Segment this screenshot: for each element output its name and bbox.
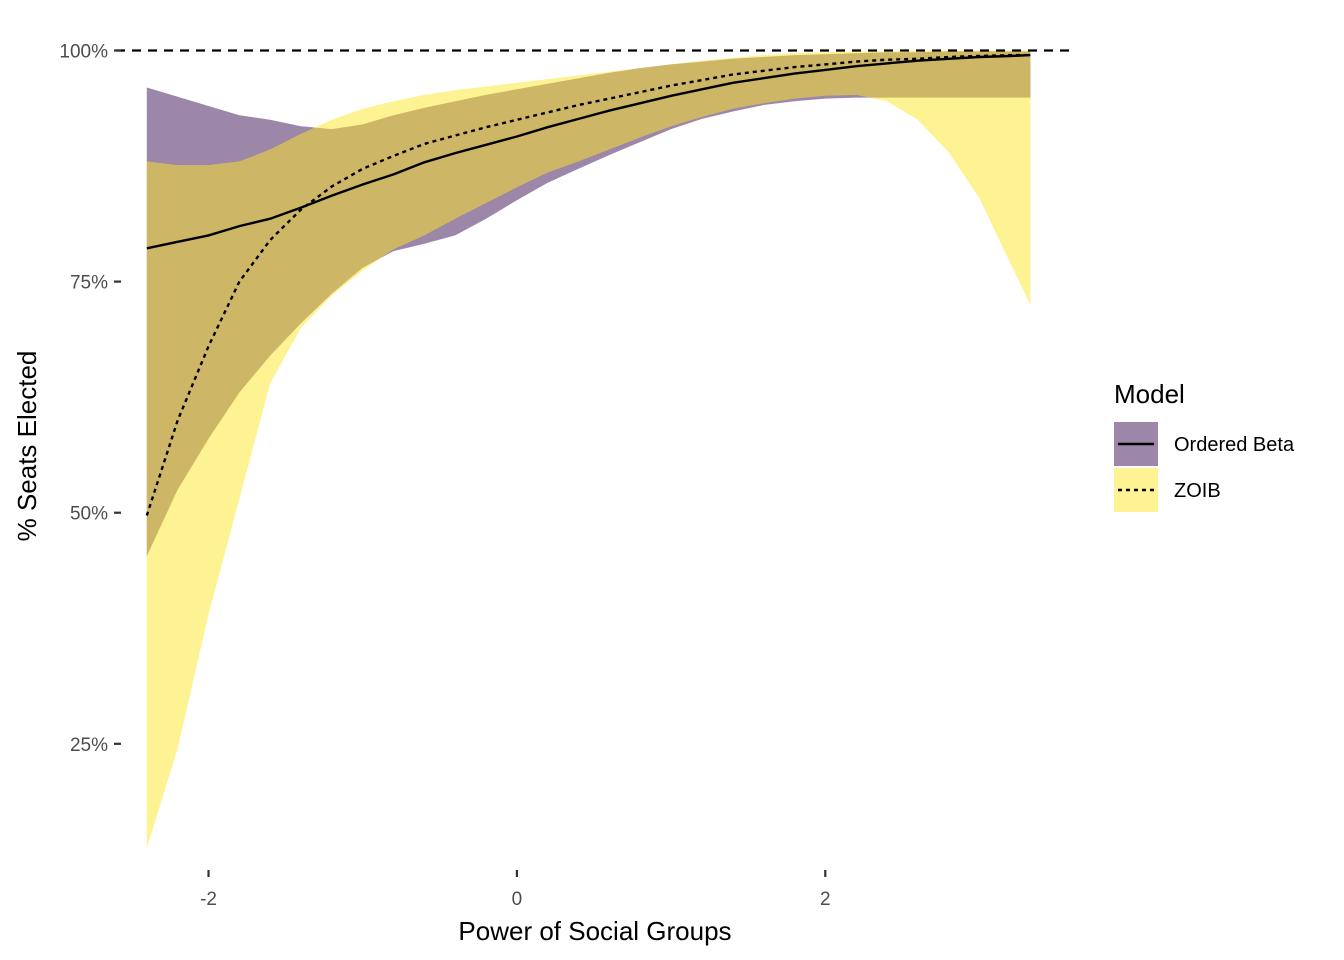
ribbon-zoib: [146, 50, 1031, 849]
x-tick-label: 2: [820, 889, 831, 910]
ribbons-layer: [146, 50, 1031, 849]
x-axis: -2 0 2: [200, 870, 831, 910]
legend-label: ZOIB: [1174, 480, 1221, 502]
y-tick-label: 75%: [70, 273, 108, 294]
legend-item: Ordered Beta: [1114, 422, 1295, 466]
legend-title: Model: [1114, 379, 1185, 409]
line-ordered-beta: [146, 53, 1031, 250]
line-zoib: [145, 53, 1031, 516]
y-axis: 25% 50% 75% 100%: [59, 41, 121, 756]
y-tick-label: 100%: [59, 41, 108, 62]
lines-layer: [145, 53, 1031, 516]
legend-entries: Ordered Beta ZOIB: [1114, 422, 1295, 512]
y-tick-label: 25%: [70, 735, 108, 756]
x-axis-title: Power of Social Groups: [458, 916, 731, 946]
y-axis-title: % Seats Elected: [12, 351, 42, 542]
legend: Model Ordered Beta ZOIB: [1114, 379, 1295, 512]
x-tick-label: -2: [200, 889, 217, 910]
x-tick-label: 0: [512, 889, 523, 910]
legend-item: ZOIB: [1114, 468, 1221, 512]
y-tick-label: 50%: [70, 504, 108, 525]
legend-label: Ordered Beta: [1174, 434, 1295, 456]
